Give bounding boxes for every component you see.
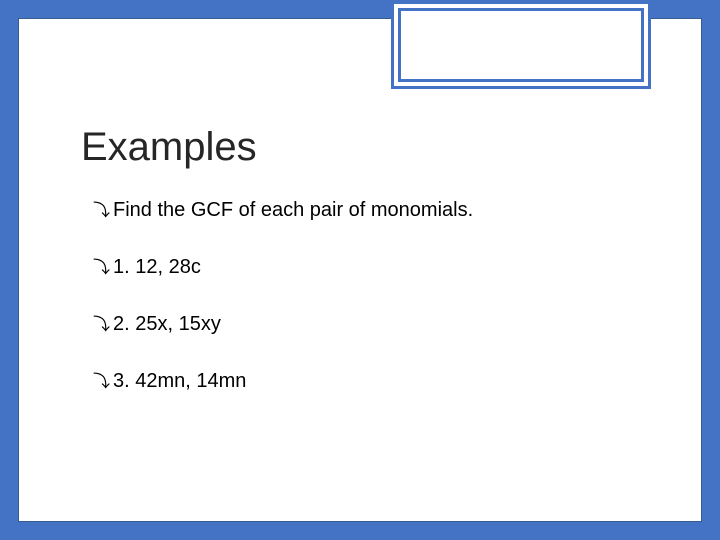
bullet-text: 1. 12, 28c xyxy=(113,256,651,279)
slide-content: ⤵ Find the GCF of each pair of monomials… xyxy=(93,199,651,427)
bullet-text: 3. 42mn, 14mn xyxy=(113,370,651,393)
accent-box xyxy=(391,1,651,89)
bullet-item: ⤵ 1. 12, 28c xyxy=(93,256,651,279)
bullet-item: ⤵ Find the GCF of each pair of monomials… xyxy=(93,199,651,222)
bullet-icon: ⤵ xyxy=(93,373,113,390)
bullet-item: ⤵ 3. 42mn, 14mn xyxy=(93,370,651,393)
bullet-text: 2. 25x, 15xy xyxy=(113,313,651,336)
bullet-icon: ⤵ xyxy=(93,259,113,276)
bullet-item: ⤵ 2. 25x, 15xy xyxy=(93,313,651,336)
slide-body: Examples ⤵ Find the GCF of each pair of … xyxy=(18,18,702,522)
slide-title: Examples xyxy=(81,125,257,170)
bullet-text: Find the GCF of each pair of monomials. xyxy=(113,199,651,222)
bullet-icon: ⤵ xyxy=(93,316,113,333)
bullet-icon: ⤵ xyxy=(93,202,113,219)
